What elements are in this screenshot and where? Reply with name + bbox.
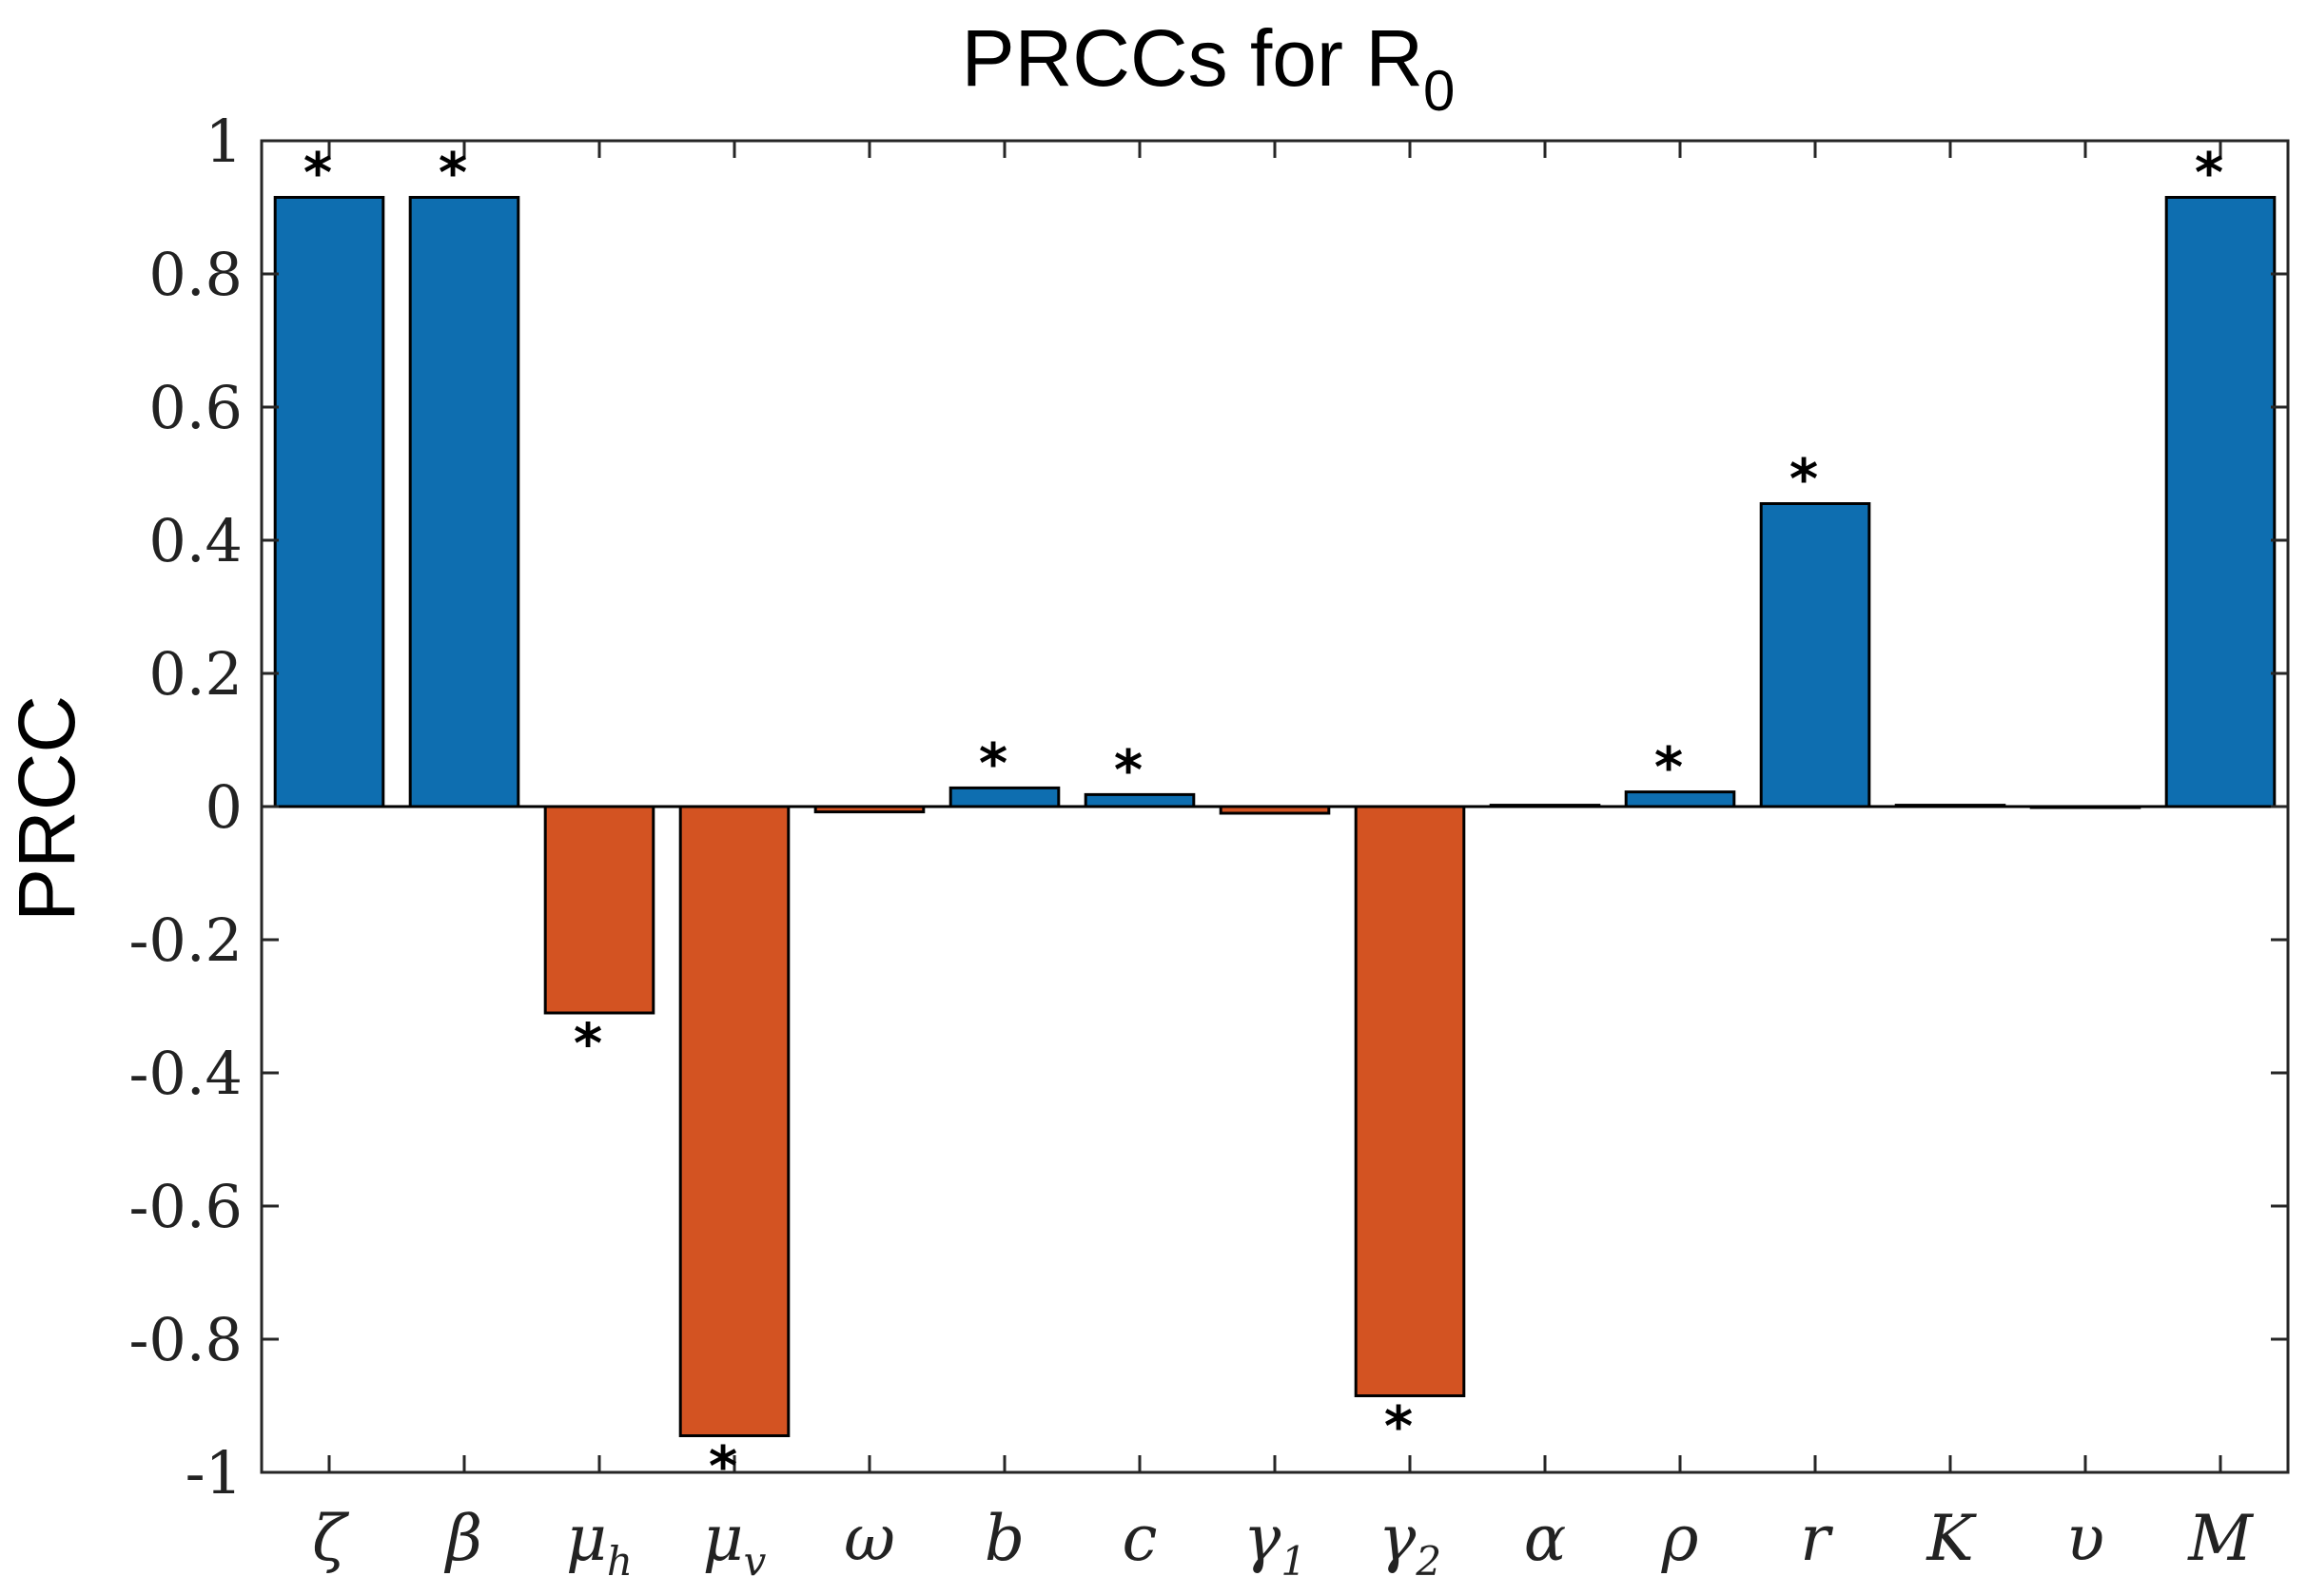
bar-14 [2164,196,2277,808]
x-tick-label: K [1926,1502,1977,1575]
bar-8 [1354,805,1466,1397]
bar-2 [543,805,655,1015]
x-tick-label: β [443,1502,482,1575]
significance-marker: * [1114,737,1143,802]
x-tick-label: μv [703,1502,767,1585]
significance-marker: * [979,730,1007,795]
y-tick-label: 0.4 [148,506,243,575]
significance-marker: * [2195,141,2223,205]
x-tick-label: γ2 [1378,1502,1441,1585]
x-tick-label: α [1524,1502,1567,1575]
bar-11 [1759,502,1871,808]
significance-marker: * [709,1434,737,1499]
chart-title: PRCCs for R0 [962,13,1456,123]
y-tick-label: 0.2 [148,639,243,709]
x-tick-label: ζ [312,1502,350,1575]
x-tick-label: r [1800,1502,1833,1575]
significance-marker: * [439,141,467,205]
significance-marker: * [303,141,332,205]
y-tick-label: 0.6 [148,373,243,442]
significance-marker: * [1789,447,1818,512]
x-tick-label: b [985,1502,1025,1575]
x-tick-label: M [2187,1502,2254,1575]
x-tick-label: c [1123,1502,1158,1575]
bar-0 [273,196,385,808]
plot-area: 1 0.8 0.6 0.4 0.2 0 -0.2 -0.4 -0.6 -0.8 -1 ζ β μh μv ω b… [128,107,2290,1585]
x-tick-label: ω [844,1502,895,1575]
y-tick-label: -0.4 [128,1039,243,1108]
x-tick-label: μh [566,1502,633,1585]
y-tick-label: -1 [186,1438,243,1508]
bar-1 [408,196,520,808]
y-tick-label: 0.8 [148,240,243,309]
y-tick-label: -0.6 [128,1172,243,1241]
bar-3 [678,805,791,1437]
y-tick-label: -0.2 [128,905,243,975]
y-tick-label: 0 [205,772,243,842]
y-tick-label: 1 [205,107,243,176]
x-tick-label: γ1 [1243,1502,1306,1585]
y-tick-label: -0.8 [128,1305,243,1374]
significance-marker: * [1654,735,1683,800]
significance-marker: * [574,1011,602,1076]
x-tick-label: ρ [1661,1502,1699,1575]
significance-marker: * [1384,1394,1413,1459]
x-tick-label: υ [2066,1502,2104,1575]
y-axis-label: PRCC [2,695,91,922]
